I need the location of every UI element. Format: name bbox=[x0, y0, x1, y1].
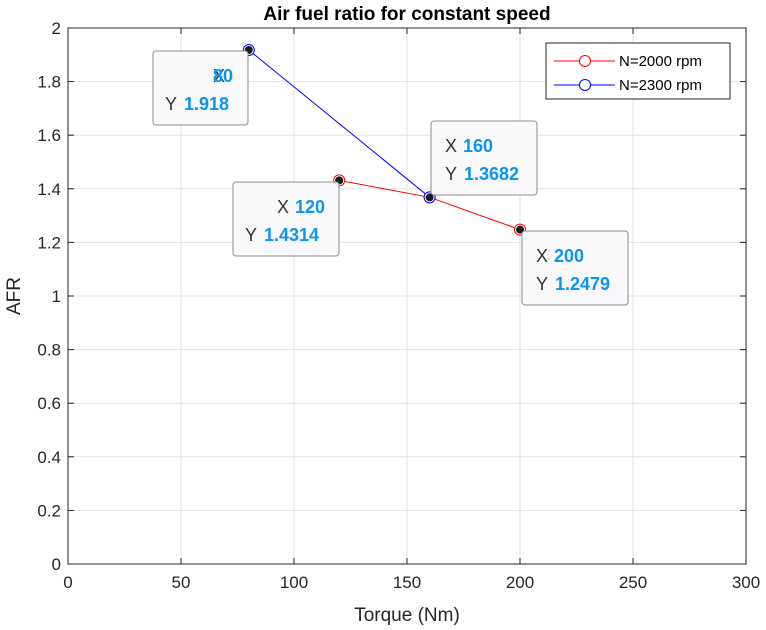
y-tick-label: 1.2 bbox=[37, 233, 61, 252]
datatip-x-key: X bbox=[277, 197, 289, 217]
datatip-y-value: 1.4314 bbox=[264, 225, 319, 245]
x-tick-label: 150 bbox=[393, 573, 421, 592]
x-tick-label: 0 bbox=[63, 573, 72, 592]
datatip[interactable]: X 160 Y 1.3682 bbox=[430, 120, 538, 196]
datatip-y-value: 1.2479 bbox=[555, 274, 610, 294]
datatip-x-value: 160 bbox=[463, 136, 493, 156]
y-tick-label: 0.8 bbox=[37, 341, 61, 360]
datatip-y-key: Y bbox=[245, 225, 257, 245]
legend-box bbox=[545, 42, 731, 100]
datatip-y-value: 1.3682 bbox=[464, 164, 519, 184]
data-point-marker bbox=[516, 225, 524, 234]
y-tick-label: 1 bbox=[52, 287, 61, 306]
legend-label-1: N=2300 rpm bbox=[619, 77, 702, 94]
y-tick-label: 1.4 bbox=[37, 180, 61, 199]
datatip-y-key: Y bbox=[445, 164, 457, 184]
datatip[interactable]: X 200 Y 1.2479 bbox=[521, 230, 629, 306]
datatip[interactable]: X 120 Y 1.4314 bbox=[232, 181, 340, 257]
chart-title: Air fuel ratio for constant speed bbox=[263, 4, 550, 25]
datatip[interactable]: X80 Y 1.918 bbox=[152, 50, 249, 126]
datatip-box bbox=[521, 230, 629, 306]
legend: N=2000 rpm N=2300 rpm bbox=[545, 42, 731, 100]
y-tick-label: 0 bbox=[52, 555, 61, 574]
y-axis-ticks: 0 0.2 0.4 0.6 0.8 1 1.2 1.4 1.6 1.8 2 bbox=[37, 19, 746, 574]
data-point-marker bbox=[425, 193, 434, 202]
y-tick-label: 0.6 bbox=[37, 394, 61, 413]
datatip-x-key: X bbox=[445, 136, 457, 156]
series-line-1 bbox=[248, 49, 430, 198]
y-tick-label: 1.8 bbox=[37, 73, 61, 92]
datatip-x-value: 120 bbox=[295, 197, 325, 217]
datatip-x-value: 200 bbox=[554, 246, 584, 266]
x-axis-label: Torque (Nm) bbox=[354, 605, 460, 626]
x-tick-label: 50 bbox=[172, 573, 191, 592]
x-axis-ticks: 0 50 100 150 200 250 300 bbox=[63, 28, 760, 592]
datatip-box bbox=[152, 50, 249, 126]
x-tick-label: 250 bbox=[619, 573, 647, 592]
x-tick-label: 200 bbox=[506, 573, 534, 592]
legend-label-0: N=2000 rpm bbox=[619, 53, 702, 70]
datatip-y-key: Y bbox=[165, 94, 177, 114]
x-tick-label: 300 bbox=[732, 573, 760, 592]
datatip-box bbox=[430, 120, 538, 196]
y-axis-label: AFR bbox=[4, 277, 25, 315]
datatip-y-key: Y bbox=[536, 274, 548, 294]
datatip-x-key: X bbox=[536, 246, 548, 266]
datatip-y-value: 1.918 bbox=[184, 94, 229, 114]
y-tick-label: 2 bbox=[52, 19, 61, 38]
datatip-x-value: 80 bbox=[213, 66, 233, 86]
legend-marker-1 bbox=[579, 79, 591, 91]
x-tick-label: 100 bbox=[280, 573, 308, 592]
datatip-x-key: X bbox=[213, 66, 225, 86]
legend-marker-0 bbox=[579, 55, 591, 67]
y-tick-label: 1.6 bbox=[37, 126, 61, 145]
y-tick-label: 0.4 bbox=[37, 448, 61, 467]
datatip-box bbox=[232, 181, 340, 257]
y-tick-label: 0.2 bbox=[37, 501, 61, 520]
